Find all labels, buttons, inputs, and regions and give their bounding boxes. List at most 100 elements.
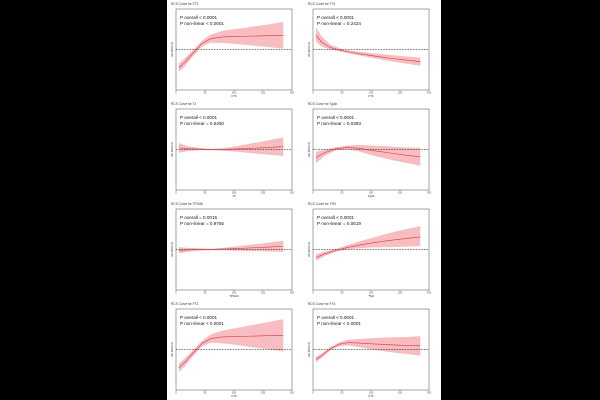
spline-curve xyxy=(178,146,284,150)
x-tick-label: 200 xyxy=(290,291,295,295)
spline-curve xyxy=(315,236,421,258)
chart-panel-3: RCS Curve for T3 0 50 100 150 200 T3 OR (95% CI… xyxy=(167,100,304,200)
x-axis-label: T3 xyxy=(232,194,236,198)
x-tick-label: 0 xyxy=(312,191,314,195)
spline-curve xyxy=(315,342,421,360)
chart-panel-7: RCS Curve for FT3 0 50 100 150 200 FT3 OR (95% … xyxy=(167,300,304,400)
chart-panel-1: RCS Curve for FT3 0 50 100 150 200 FT3 OR (95% … xyxy=(167,0,304,100)
x-tick-label: 100 xyxy=(232,391,237,395)
x-tick-label: 0 xyxy=(312,391,314,395)
confidence-band xyxy=(178,21,284,72)
spline-curve xyxy=(315,35,421,62)
x-tick-label: 100 xyxy=(369,191,374,195)
chart-svg: RCS Curve for T3 0 50 100 150 200 T3 OR (95% CI… xyxy=(170,102,295,198)
confidence-band xyxy=(178,137,284,156)
confidence-band xyxy=(315,145,421,166)
x-tick-label: 50 xyxy=(204,391,207,395)
spline-curve xyxy=(178,35,284,68)
chart-svg: RCS Curve for FT3 0 50 100 150 200 FT3 OR (95% … xyxy=(170,302,295,398)
p-nonlinear-annotation: P non-linear = 0.2424 xyxy=(317,21,361,26)
y-axis-label: OR (95% CI) xyxy=(170,42,174,57)
x-tick-label: 200 xyxy=(427,91,432,95)
x-tick-label: 150 xyxy=(261,191,266,195)
x-tick-label: 0 xyxy=(312,91,314,95)
y-axis-label: OR (95% CI) xyxy=(170,342,174,357)
x-tick-label: 100 xyxy=(232,91,237,95)
chart-title: RCS Curve for TgAb xyxy=(308,102,337,106)
x-tick-label: 150 xyxy=(261,291,266,295)
x-tick-label: 0 xyxy=(312,291,314,295)
p-overall-annotation: P overall < 0.0001 xyxy=(317,215,355,220)
confidence-band xyxy=(178,240,284,254)
chart-title: RCS Curve for FT3 xyxy=(171,302,199,306)
x-tick-label: 50 xyxy=(341,291,344,295)
chart-svg: RCS Curve for TPOAb 0 50 100 150 200 TPOAb OR (… xyxy=(170,202,295,298)
x-tick-label: 200 xyxy=(427,391,432,395)
x-tick-label: 100 xyxy=(232,291,237,295)
chart-svg: RCS Curve for FT4 0 50 100 150 200 FT4 OR (95% … xyxy=(307,302,432,398)
x-tick-label: 150 xyxy=(261,91,266,95)
p-overall-annotation: P overall < 0.0001 xyxy=(180,15,218,20)
chart-panel-4: RCS Curve for TgAb 0 50 100 150 200 TgAb OR (95… xyxy=(304,100,441,200)
x-tick-label: 50 xyxy=(204,191,207,195)
p-overall-annotation: P overall < 0.0001 xyxy=(180,115,218,120)
x-tick-label: 50 xyxy=(204,291,207,295)
x-tick-label: 0 xyxy=(175,191,177,195)
x-tick-label: 200 xyxy=(290,191,295,195)
x-tick-label: 100 xyxy=(369,391,374,395)
chart-title: RCS Curve for T3 xyxy=(171,102,196,106)
confidence-band xyxy=(315,27,421,66)
confidence-band xyxy=(315,336,421,363)
x-tick-label: 100 xyxy=(369,91,374,95)
x-axis-label: TgAb xyxy=(368,194,375,198)
p-nonlinear-annotation: P non-linear = 0.9755 xyxy=(180,221,224,226)
x-axis-label: FT3 xyxy=(232,394,237,398)
p-nonlinear-annotation: P non-linear < 0.0001 xyxy=(317,321,361,326)
chart-title: RCS Curve for FT4 xyxy=(308,302,336,306)
p-nonlinear-annotation: P non-linear = 0.0383 xyxy=(317,121,361,126)
y-axis-label: OR (95% CI) xyxy=(170,142,174,157)
y-axis-label: OR (95% CI) xyxy=(307,42,311,57)
chart-title: RCS Curve for TSH xyxy=(308,202,337,206)
x-tick-label: 50 xyxy=(204,91,207,95)
chart-panel-5: RCS Curve for TPOAb 0 50 100 150 200 TPOAb OR (… xyxy=(167,200,304,300)
x-tick-label: 100 xyxy=(232,191,237,195)
x-axis-label: TSH xyxy=(368,294,374,298)
y-axis-label: OR (95% CI) xyxy=(307,342,311,357)
p-overall-annotation: P overall < 0.0001 xyxy=(317,115,355,120)
confidence-band xyxy=(178,319,284,372)
p-nonlinear-annotation: P non-linear < 0.0001 xyxy=(180,21,224,26)
p-overall-annotation: P overall = 0.0015 xyxy=(180,215,218,220)
chart-svg: RCS Curve for FT3 0 50 100 150 200 FT3 OR (95% … xyxy=(170,2,295,98)
x-tick-label: 0 xyxy=(175,291,177,295)
y-axis-label: OR (95% CI) xyxy=(307,242,311,257)
x-tick-label: 50 xyxy=(341,391,344,395)
chart-svg: RCS Curve for TgAb 0 50 100 150 200 TgAb OR (95… xyxy=(307,102,432,198)
y-axis-label: OR (95% CI) xyxy=(170,242,174,257)
chart-title: RCS Curve for FT4 xyxy=(308,2,336,6)
chart-svg: RCS Curve for TSH 0 50 100 150 200 TSH OR (95% … xyxy=(307,202,432,298)
x-axis-label: FT4 xyxy=(369,94,374,98)
x-tick-label: 200 xyxy=(427,291,432,295)
x-tick-label: 150 xyxy=(398,291,403,295)
spline-curve xyxy=(315,147,421,158)
x-tick-label: 150 xyxy=(398,91,403,95)
p-nonlinear-annotation: P non-linear = 0.0619 xyxy=(317,221,361,226)
chart-panel-8: RCS Curve for FT4 0 50 100 150 200 FT4 OR (95% … xyxy=(304,300,441,400)
chart-title: RCS Curve for TPOAb xyxy=(171,202,203,206)
x-tick-label: 50 xyxy=(341,191,344,195)
chart-panel-6: RCS Curve for TSH 0 50 100 150 200 TSH OR (95% … xyxy=(304,200,441,300)
x-tick-label: 150 xyxy=(398,391,403,395)
x-axis-label: FT4 xyxy=(369,394,374,398)
x-tick-label: 200 xyxy=(290,391,295,395)
y-axis-label: OR (95% CI) xyxy=(307,142,311,157)
p-overall-annotation: P overall < 0.0001 xyxy=(317,315,355,320)
x-tick-label: 0 xyxy=(175,91,177,95)
x-tick-label: 150 xyxy=(398,191,403,195)
x-axis-label: FT3 xyxy=(232,94,237,98)
p-overall-annotation: P overall < 0.0001 xyxy=(180,315,218,320)
x-axis-label: TPOAb xyxy=(229,294,239,298)
chart-svg: RCS Curve for FT4 0 50 100 150 200 FT4 OR (95% … xyxy=(307,2,432,98)
x-tick-label: 100 xyxy=(369,291,374,295)
x-tick-label: 200 xyxy=(427,191,432,195)
